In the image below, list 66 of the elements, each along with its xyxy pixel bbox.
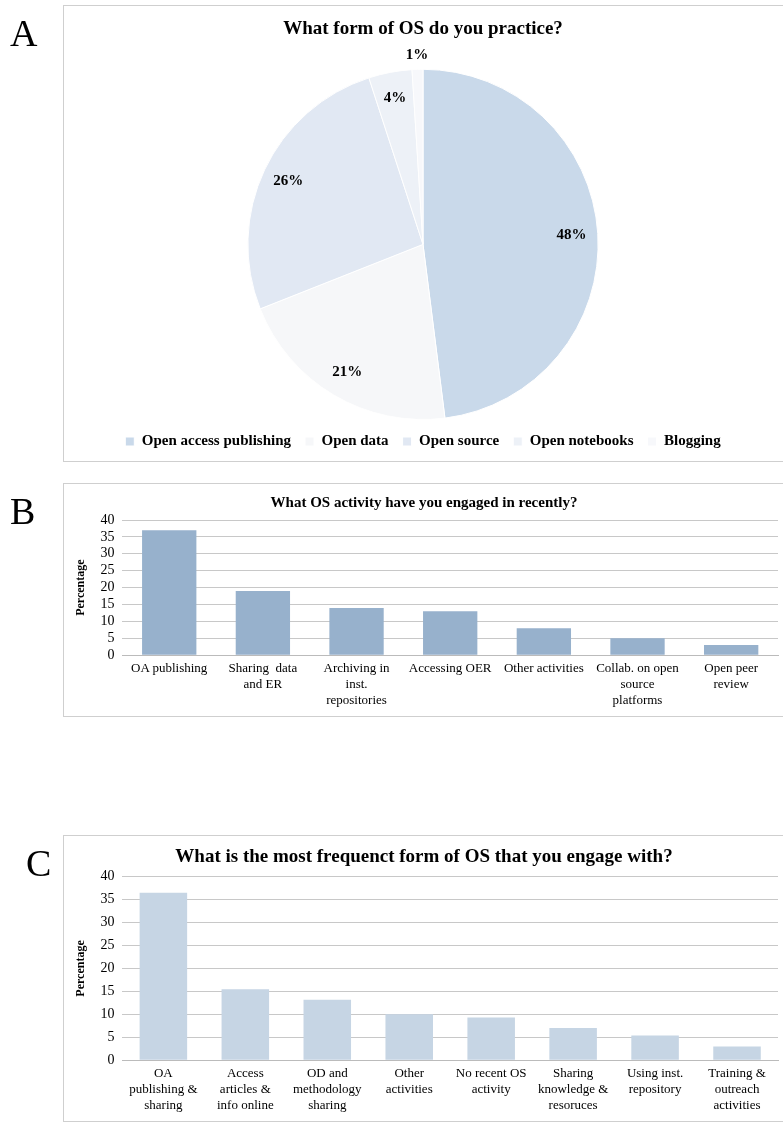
y-tick-label: 0 (107, 646, 115, 662)
text: A (10, 11, 38, 55)
y-tick-label: 10 (100, 1006, 115, 1022)
x-tick-label: OA publishing & sharing (129, 1065, 198, 1112)
y-tick-label: 40 (100, 511, 115, 527)
bar (303, 999, 352, 1060)
chart-title: What is the most frequenct form of OS that you engage with? (175, 845, 673, 867)
bar (139, 892, 188, 1060)
data-label: 4% (383, 89, 407, 106)
x-tick-label: No recent OS activity (455, 1065, 527, 1097)
x-tick-label: Archiving in inst. repositories (323, 660, 391, 707)
text: C (26, 841, 52, 885)
y-axis-title: Percentage (73, 558, 88, 616)
y-tick-label: 20 (100, 579, 115, 595)
x-tick-label: OD and methodology sharing (292, 1065, 363, 1112)
data-label: 21% (332, 363, 363, 380)
legend-label: Open source (419, 432, 500, 449)
text: B (10, 489, 36, 533)
y-tick-label: 40 (100, 868, 115, 884)
y-tick-label: 0 (107, 1051, 115, 1067)
x-tick-label: Accessing OER (408, 660, 492, 676)
legend-label: Open notebooks (529, 432, 634, 449)
y-tick-label: 20 (100, 960, 115, 976)
x-tick-label: Other activities (503, 660, 584, 676)
x-tick-label: Using inst. repository (626, 1065, 684, 1097)
y-tick-label: 25 (100, 937, 115, 953)
legend-label: Open access publishing (141, 432, 292, 449)
y-tick-label: 15 (100, 596, 115, 612)
bar (549, 1028, 597, 1060)
bar (142, 530, 197, 655)
x-tick-label: Open peer review (704, 660, 759, 692)
x-tick-label: OA publishing (131, 660, 208, 676)
y-tick-label: 5 (107, 629, 115, 645)
bar (713, 1046, 761, 1060)
y-tick-label: 30 (100, 914, 115, 930)
y-tick-label: 30 (100, 545, 115, 561)
bar (631, 1035, 679, 1060)
x-tick-label: Other activities (385, 1065, 433, 1097)
data-label: 1% (405, 46, 429, 63)
x-tick-label: Training & outreach activities (708, 1065, 766, 1112)
bar (329, 607, 384, 655)
y-tick-label: 15 (100, 983, 115, 999)
bar (516, 628, 572, 655)
y-tick-label: 10 (100, 613, 115, 629)
y-axis-title: Percentage (73, 939, 88, 997)
bar (704, 645, 759, 655)
y-tick-label: 35 (100, 891, 115, 907)
data-label: 26% (273, 171, 304, 188)
y-tick-label: 35 (100, 528, 115, 544)
x-tick-label: Sharing data and ER (228, 660, 298, 692)
x-tick-label: Sharing knowledge & resoruces (537, 1065, 609, 1112)
bar (221, 989, 270, 1060)
y-tick-label: 5 (107, 1028, 115, 1044)
bar (235, 590, 291, 655)
data-label: 48% (556, 225, 587, 242)
x-tick-label: Collab. on open source platforms (596, 660, 680, 707)
y-tick-label: 25 (100, 562, 115, 578)
legend-label: Blogging (664, 432, 722, 449)
bar (467, 1017, 515, 1060)
bar (423, 611, 478, 655)
x-tick-label: Access articles & info online (216, 1065, 274, 1112)
chart-title: What OS activity have you engaged in recently? (270, 493, 578, 510)
bar (385, 1014, 433, 1060)
legend-label: Open data (321, 432, 390, 449)
chart-title: What form of OS do you practice? (283, 17, 563, 39)
bar (610, 638, 665, 655)
